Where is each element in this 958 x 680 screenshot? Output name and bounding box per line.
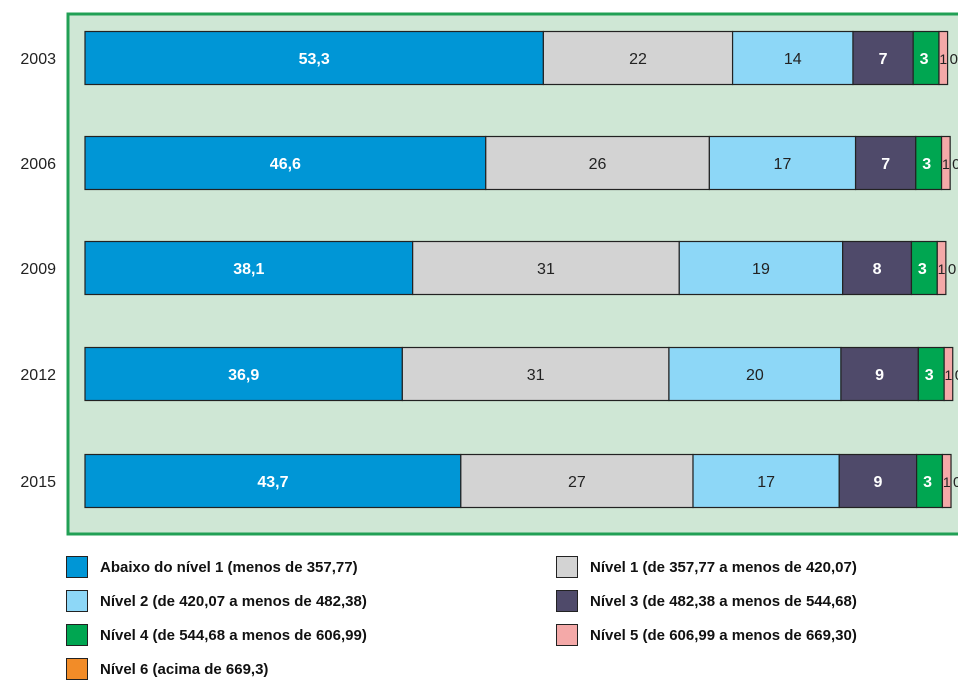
bar-2006-series-0 [84, 135, 487, 191]
data-label-2015-series-2: 17 [757, 474, 775, 491]
data-label-2006-series-2: 17 [774, 156, 792, 173]
data-label-2006-series-5: 1 [942, 156, 950, 172]
data-label-2012-series-6: 0 [955, 367, 958, 384]
bar-2009-series-1 [412, 240, 680, 296]
bar-2012-series-2 [668, 346, 842, 402]
legend-swatch-nivel-1 [556, 556, 578, 578]
bar-2006-series-5 [940, 135, 951, 191]
data-label-2009-series-1: 31 [537, 261, 555, 278]
legend-item-nivel-4: Nível 4 (de 544,68 a menos de 606,99) [66, 624, 367, 646]
bar-2006-series-2 [708, 135, 857, 191]
legend-swatch-nivel-4 [66, 624, 88, 646]
data-label-2006-series-0: 46,6 [270, 156, 301, 173]
legend-item-nivel-2: Nível 2 (de 420,07 a menos de 482,38) [66, 590, 367, 612]
legend-label-abaixo-nivel-1: Abaixo do nível 1 (menos de 357,77) [100, 558, 358, 576]
data-label-2009-series-5: 1 [938, 261, 946, 277]
bar-2012-series-1 [401, 346, 670, 402]
bar-2015-series-4 [916, 453, 944, 509]
data-label-2003-series-2: 14 [784, 51, 802, 68]
legend-label-nivel-4: Nível 4 (de 544,68 a menos de 606,99) [100, 626, 367, 644]
data-label-2003-series-1: 22 [629, 51, 647, 68]
category-label-2009: 2009 [20, 261, 56, 278]
bar-2015-series-2 [692, 453, 840, 509]
legend-swatch-nivel-5 [556, 624, 578, 646]
legend-label-nivel-3: Nível 3 (de 482,38 a menos de 544,68) [590, 592, 857, 610]
bar-2009-series-0 [84, 240, 414, 296]
legend-swatch-nivel-2 [66, 590, 88, 612]
data-label-2009-series-0: 38,1 [233, 261, 264, 278]
data-label-2003-series-5: 1 [939, 51, 947, 67]
data-label-2015-series-5: 1 [943, 474, 951, 490]
legend-label-nivel-1: Nível 1 (de 357,77 a menos de 420,07) [590, 558, 857, 576]
legend-item-nivel-1: Nível 1 (de 357,77 a menos de 420,07) [556, 556, 857, 578]
data-label-2009-series-4: 3 [918, 261, 927, 278]
bar-2003-series-0 [84, 30, 544, 86]
data-label-2003-series-4: 3 [920, 51, 929, 68]
category-label-2003: 2003 [20, 51, 56, 68]
legend-label-nivel-5: Nível 5 (de 606,99 a menos de 669,30) [590, 626, 857, 644]
data-label-2012-series-1: 31 [527, 367, 545, 384]
legend-swatch-nivel-3 [556, 590, 578, 612]
legend-item-nivel-6: Nível 6 (acima de 669,3) [66, 658, 268, 680]
bar-2009-series-3 [842, 240, 913, 296]
bar-2006-series-3 [854, 135, 917, 191]
data-label-2006-series-3: 7 [881, 156, 890, 173]
bar-2009-series-5 [936, 240, 947, 296]
bar-2003-series-3 [852, 30, 914, 86]
data-label-2006-series-1: 26 [589, 156, 607, 173]
category-label-2006: 2006 [20, 156, 56, 173]
data-label-2003-series-6: 0 [950, 51, 958, 68]
bar-2006-series-1 [485, 135, 710, 191]
data-label-2012-series-2: 20 [746, 367, 764, 384]
bar-2015-series-5 [941, 453, 952, 509]
data-label-2003-series-3: 7 [879, 51, 888, 68]
data-label-2006-series-4: 3 [922, 156, 931, 173]
data-label-2012-series-0: 36,9 [228, 367, 259, 384]
data-label-2003-series-0: 53,3 [299, 51, 330, 68]
bar-2003-series-4 [912, 30, 940, 86]
bar-2003-series-2 [731, 30, 854, 86]
data-label-2015-series-1: 27 [568, 474, 586, 491]
legend-item-nivel-5: Nível 5 (de 606,99 a menos de 669,30) [556, 624, 857, 646]
legend-item-nivel-3: Nível 3 (de 482,38 a menos de 544,68) [556, 590, 857, 612]
data-label-2012-series-4: 3 [925, 367, 934, 384]
data-label-2015-series-4: 3 [923, 474, 932, 491]
bar-2015-series-1 [460, 453, 694, 509]
bar-2003-series-5 [938, 30, 949, 86]
category-label-2012: 2012 [20, 367, 56, 384]
bar-2009-series-4 [910, 240, 938, 296]
data-label-2012-series-5: 1 [945, 367, 953, 383]
bar-2003-series-1 [542, 30, 734, 86]
bar-2009-series-2 [678, 240, 844, 296]
legend-swatch-nivel-6 [66, 658, 88, 680]
bar-2015-series-0 [84, 453, 462, 509]
data-label-2015-series-6: 0 [953, 474, 958, 491]
bar-2012-series-5 [943, 346, 954, 402]
legend-label-nivel-2: Nível 2 (de 420,07 a menos de 482,38) [100, 592, 367, 610]
data-label-2012-series-3: 9 [875, 367, 884, 384]
data-label-2009-series-3: 8 [873, 261, 882, 278]
data-label-2006-series-6: 0 [952, 156, 958, 173]
bar-2012-series-3 [840, 346, 919, 402]
data-label-2015-series-3: 9 [873, 474, 882, 491]
legend-swatch-abaixo-nivel-1 [66, 556, 88, 578]
data-label-2009-series-2: 19 [752, 261, 770, 278]
bar-2012-series-4 [917, 346, 945, 402]
category-label-2015: 2015 [20, 474, 56, 491]
data-label-2015-series-0: 43,7 [257, 474, 288, 491]
data-label-2009-series-6: 0 [948, 261, 956, 278]
legend-label-nivel-6: Nível 6 (acima de 669,3) [100, 660, 269, 678]
legend-item-abaixo-nivel-1: Abaixo do nível 1 (menos de 357,77) [66, 556, 358, 578]
